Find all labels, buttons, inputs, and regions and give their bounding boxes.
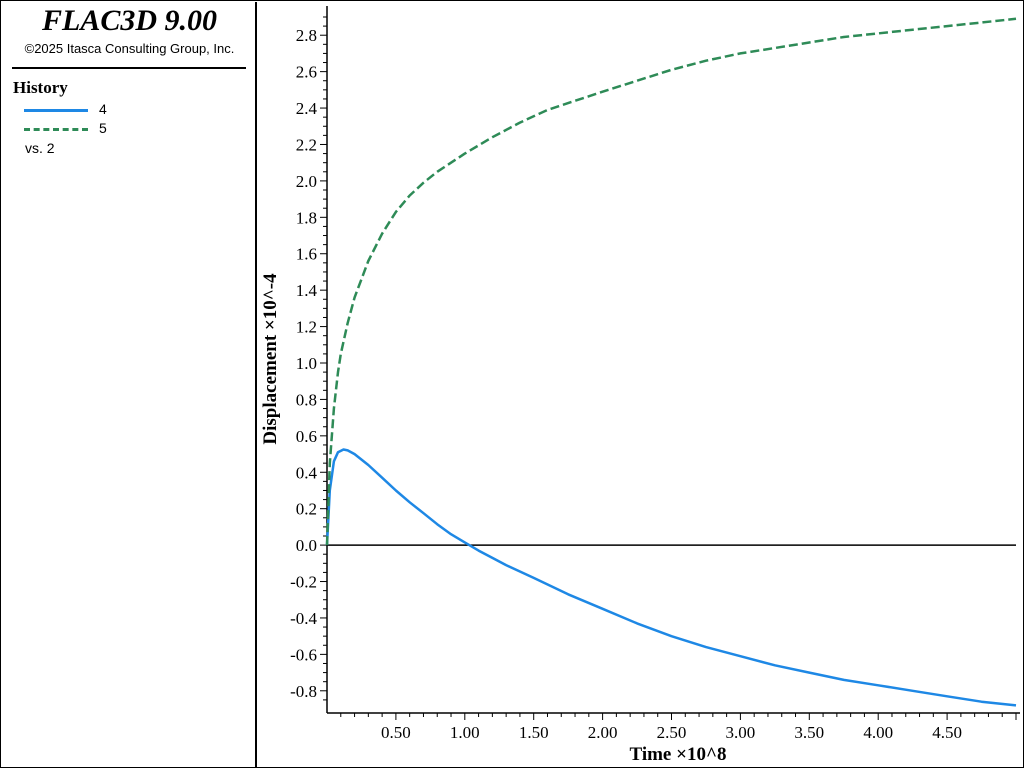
axis-ticks: 2.8 2.6 2.4 2.2 2.0 1.8 1.6 1.4 1.2 1.0 0.8 0.6 0.4 0… xyxy=(290,16,1017,742)
x-tick-label: 0.50 xyxy=(381,723,411,742)
y-tick-label: 2.2 xyxy=(296,135,317,154)
legend-panel: FLAC3D 9.00 ©2025 Itasca Consulting Grou… xyxy=(2,2,257,767)
y-tick-label: 1.4 xyxy=(296,281,318,300)
y-tick-label: 0.6 xyxy=(296,427,317,446)
app-title: FLAC3D 9.00 xyxy=(41,4,218,37)
series-line-4 xyxy=(325,448,1017,707)
y-tick-label: -0.6 xyxy=(290,645,317,664)
divider xyxy=(12,67,246,69)
y-axis-label: Displacement ×10^-4 xyxy=(260,273,281,445)
x-axis-label: Time ×10^8 xyxy=(630,744,727,765)
x-tick-label: 2.00 xyxy=(588,723,618,742)
legend-label: 4 xyxy=(99,101,107,117)
legend-title: History xyxy=(13,78,68,97)
y-tick-label: 0.0 xyxy=(296,536,317,555)
x-tick-label: 4.50 xyxy=(932,723,962,742)
legend-swatch-solid xyxy=(24,109,88,112)
y-tick-label: 0.4 xyxy=(296,463,318,482)
history-chart: 2.8 2.6 2.4 2.2 2.0 1.8 1.6 1.4 1.2 1.0 0.8 0.6 0.4 0… xyxy=(260,6,1020,765)
y-tick-label: -0.4 xyxy=(290,609,317,628)
y-tick-label: 2.8 xyxy=(296,26,317,45)
y-tick-label: 1.2 xyxy=(296,318,317,337)
y-tick-label: 1.6 xyxy=(296,245,317,264)
y-tick-label: 2.4 xyxy=(296,99,318,118)
y-tick-label: 1.0 xyxy=(296,354,317,373)
y-tick-label: 0.2 xyxy=(296,500,317,519)
y-tick-label: 2.6 xyxy=(296,63,317,82)
x-tick-label: 1.00 xyxy=(450,723,480,742)
x-tick-label: 2.50 xyxy=(657,723,687,742)
y-tick-label: -0.2 xyxy=(290,573,317,592)
legend-vs-label: vs. 2 xyxy=(25,140,55,156)
y-tick-label: 1.8 xyxy=(296,208,317,227)
x-tick-label: 3.50 xyxy=(794,723,824,742)
y-tick-label: 2.0 xyxy=(296,172,317,191)
y-tick-label: -0.8 xyxy=(290,682,317,701)
x-tick-label: 3.00 xyxy=(726,723,756,742)
y-tick-label: 0.8 xyxy=(296,390,317,409)
legend-label: 5 xyxy=(99,120,107,136)
x-tick-label: 1.50 xyxy=(519,723,549,742)
x-tick-label: 4.00 xyxy=(863,723,893,742)
legend-swatch-dashed xyxy=(24,128,88,131)
chart-series xyxy=(325,17,1017,707)
series-line-5 xyxy=(325,17,1017,546)
copyright-text: ©2025 Itasca Consulting Group, Inc. xyxy=(24,41,235,56)
